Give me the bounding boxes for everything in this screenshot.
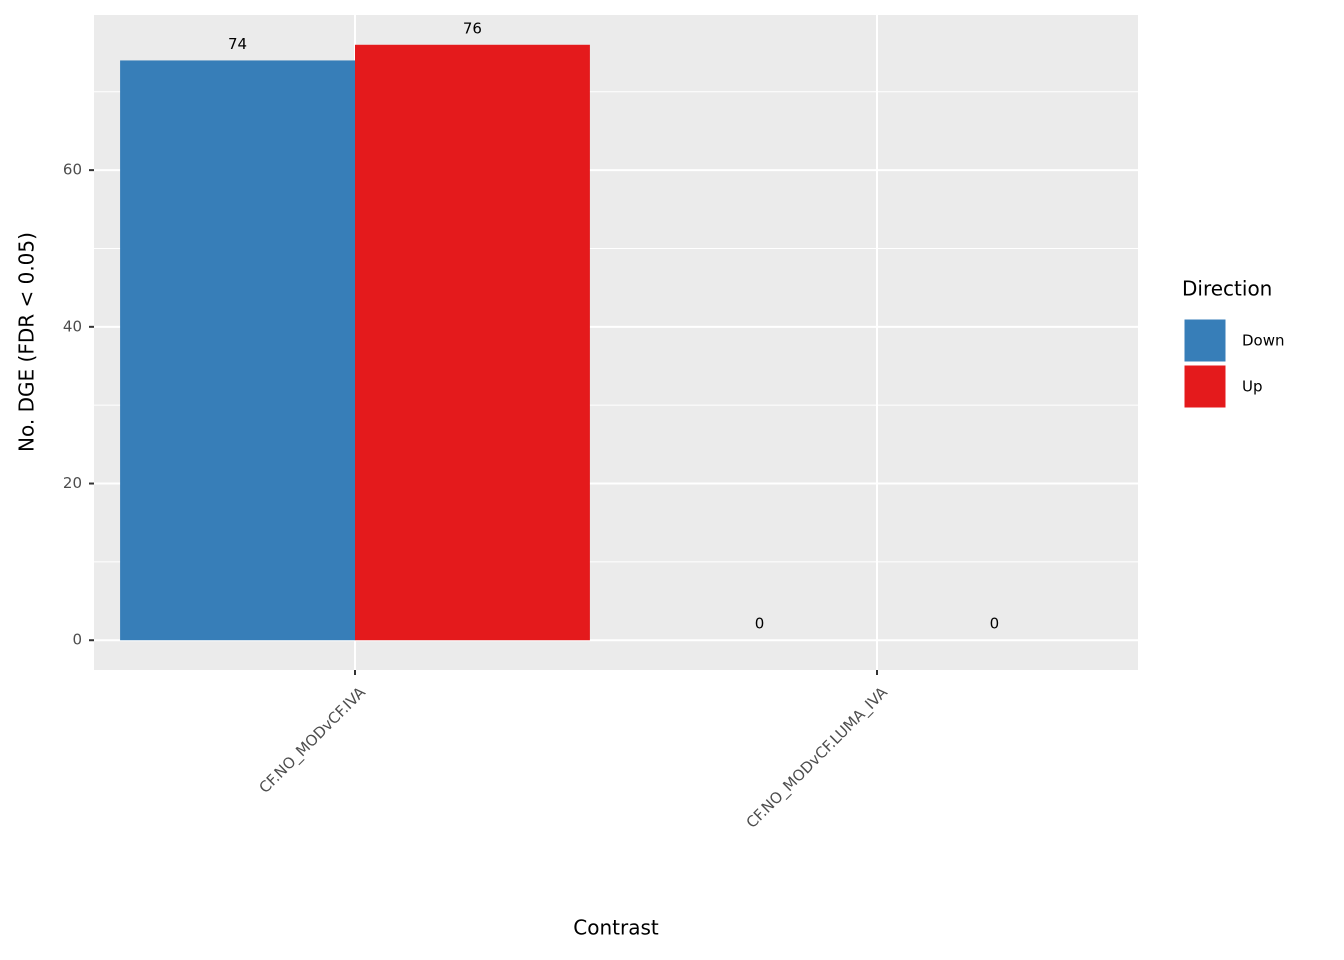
legend-title: Direction [1182,277,1272,301]
y-tick-label: 20 [63,474,82,492]
bar [120,60,355,641]
value-label: 0 [755,615,765,633]
x-tick-label: CF.NO_MODvCF.IVA [255,683,370,798]
x-axis-title: Contrast [573,916,659,940]
y-tick-label: 0 [72,631,82,649]
value-label: 0 [990,615,1000,633]
legend-key [1183,364,1227,409]
x-tick-label: CF.NO_MODvCF.LUMA_IVA [743,683,893,833]
legend-label: Up [1242,378,1263,396]
y-tick-label: 60 [63,161,82,179]
value-label: 76 [463,19,482,37]
value-label: 74 [228,35,247,53]
legend-label: Down [1242,332,1285,350]
y-tick-label: 40 [63,317,82,335]
bar [355,44,590,641]
y-axis-title: No. DGE (FDR < 0.05) [15,232,39,452]
legend-key [1183,318,1227,363]
